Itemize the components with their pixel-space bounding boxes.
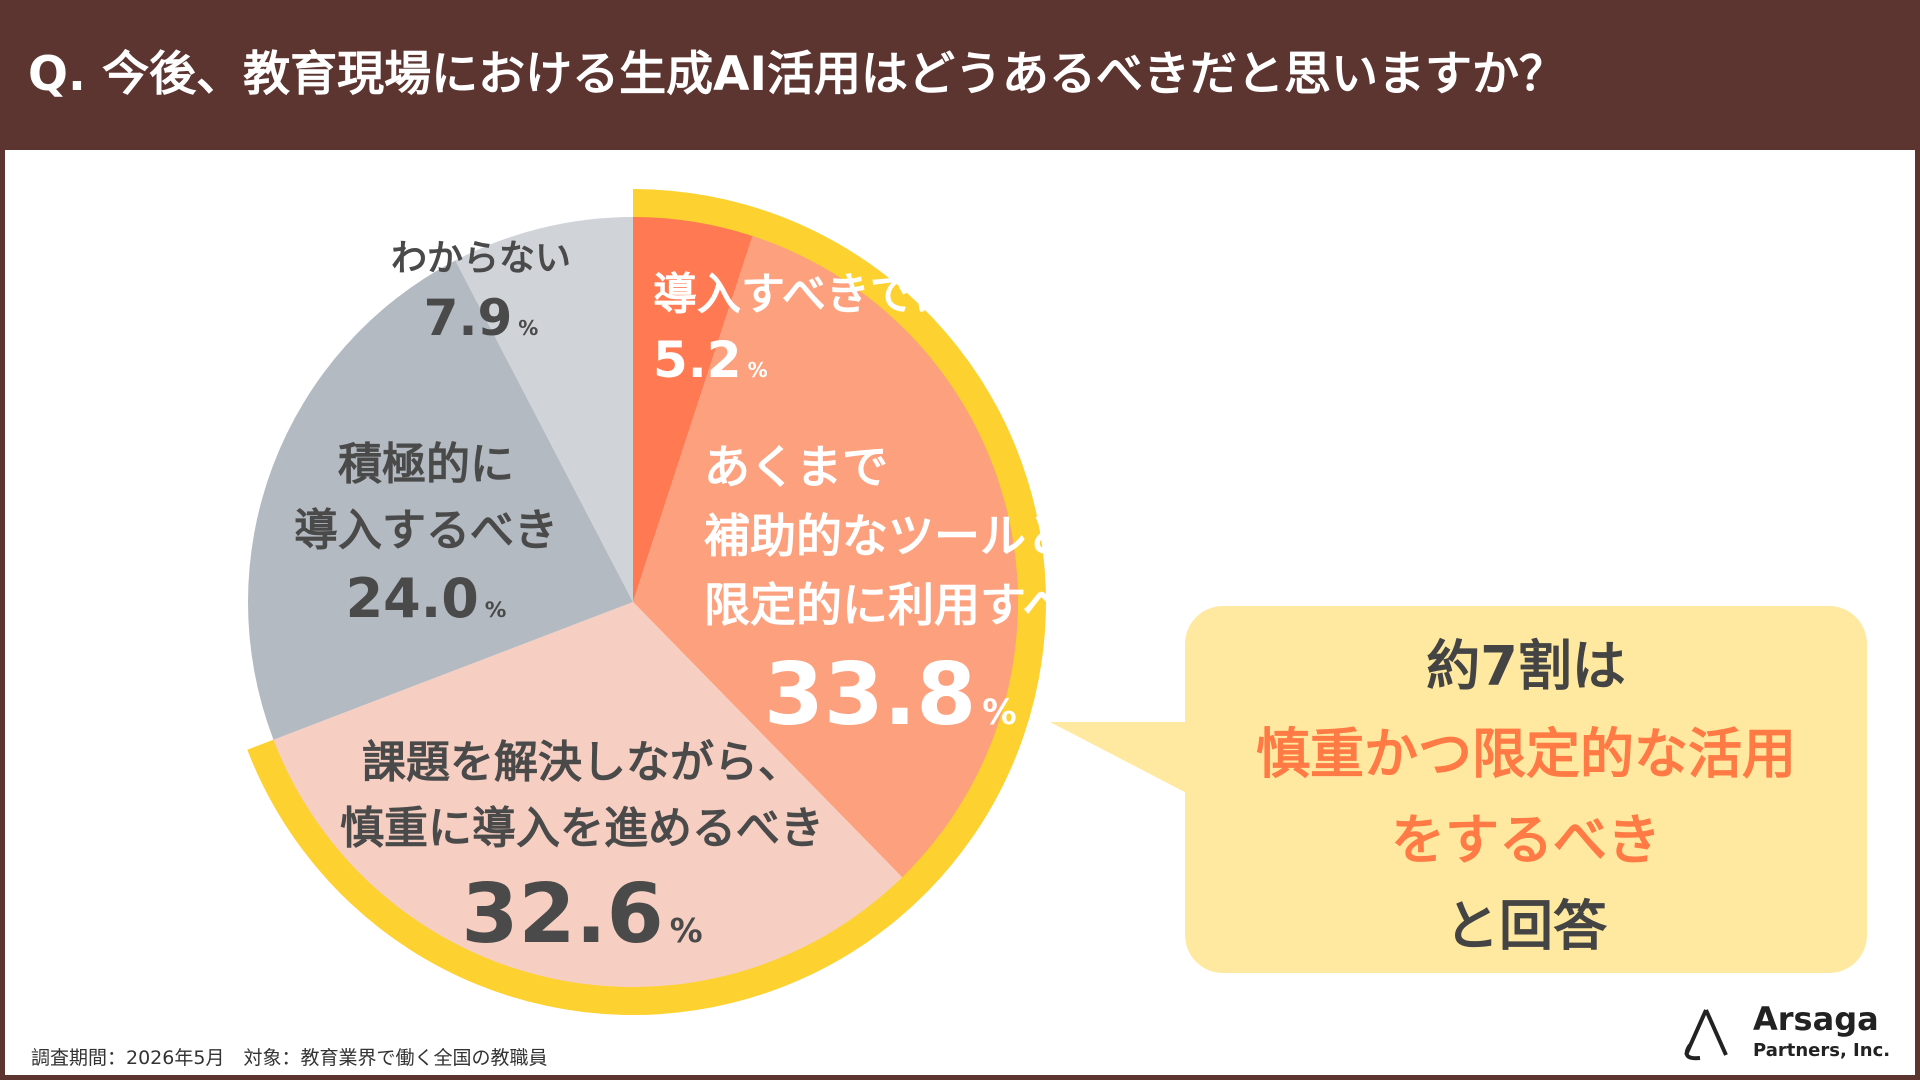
- logo-mark: [1684, 1009, 1728, 1061]
- value-label: 7.9%: [391, 286, 571, 351]
- logo: Partners, Inc.: [1753, 1040, 1891, 1061]
- unit: %: [518, 316, 539, 340]
- callout-tail: [1050, 722, 1200, 800]
- category: 課題を解決しながら、 慎重に導入を進めるべき: [340, 737, 824, 854]
- slice-label: 課題を解決しながら、 慎重に導入を進めるべき 32.6%: [340, 730, 824, 969]
- category: 積極的に 導入するべき: [294, 439, 558, 556]
- slice-label: 積極的に 導入するべき 24.0%: [294, 432, 558, 634]
- unit: %: [982, 693, 1017, 733]
- value-label: 5.2%: [653, 328, 1046, 393]
- value: 32.6: [461, 867, 664, 962]
- callout-text: と回答: [1445, 894, 1607, 958]
- callout: [1185, 606, 1867, 973]
- callout-text: 約7割は: [1426, 634, 1626, 698]
- value-label: 32.6%: [340, 862, 824, 969]
- footnote: 調査期間：2026年5月 対象：教育業界で働く全国の教職員: [31, 1047, 548, 1069]
- unit: %: [484, 598, 507, 623]
- category: わからない: [390, 238, 572, 279]
- logo: Arsaga: [1753, 1000, 1879, 1038]
- slice-label: あくまで 補助的なツールとして、 限定的に利用すべき 33.8%: [704, 433, 1206, 752]
- slice-label: 導入すべきではない 5.2%: [653, 262, 1046, 393]
- title: Q. 今後、教育現場における生成AI活用はどうあるべきだと思いますか？: [28, 47, 1567, 102]
- callout-text: をするべき: [1391, 808, 1661, 872]
- value: 7.9: [423, 289, 513, 347]
- slice-label: わからない 7.9%: [391, 232, 571, 351]
- unit: %: [747, 358, 768, 382]
- value-label: 24.0%: [294, 564, 558, 634]
- value: 24.0: [345, 567, 479, 630]
- pie-slice: [455, 217, 633, 602]
- category: あくまで 補助的なツールとして、 限定的に利用すべき: [704, 440, 1207, 632]
- pie-slice: [633, 236, 1018, 878]
- category: 導入すべきではない: [653, 269, 1046, 320]
- unit: %: [669, 912, 703, 950]
- value: 33.8: [764, 645, 977, 745]
- pie-slice: [633, 217, 753, 602]
- pie-slice: [248, 260, 633, 740]
- callout-text: 慎重かつ限定的な活用: [1256, 722, 1796, 786]
- value-label: 33.8%: [764, 640, 1206, 752]
- value: 5.2: [653, 331, 742, 389]
- pie-slice: [273, 602, 903, 987]
